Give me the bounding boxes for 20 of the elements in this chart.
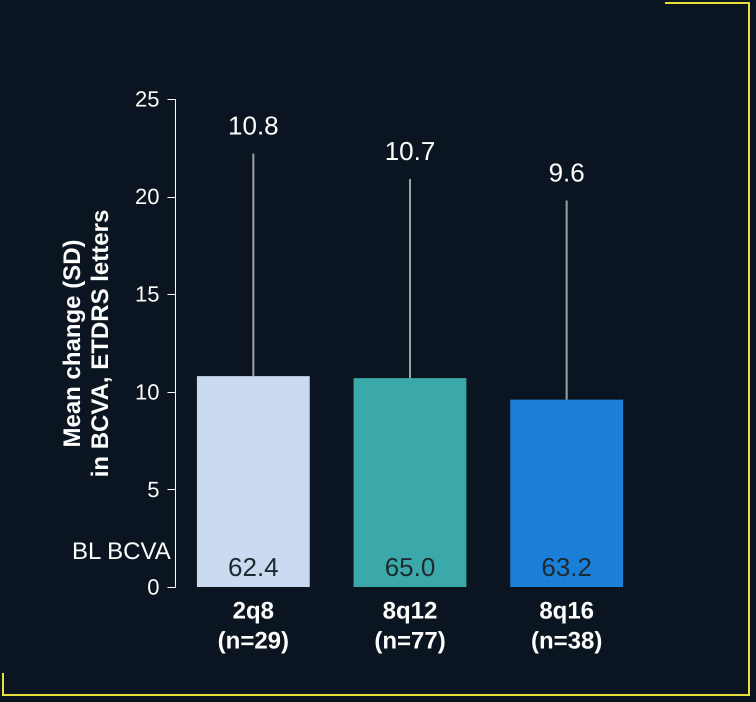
y-tick-label: 20 xyxy=(135,184,160,210)
annotation: 65.0 xyxy=(384,552,436,582)
bar xyxy=(510,400,624,587)
y-tick-label: 5 xyxy=(147,476,160,502)
annotation: 10.8 xyxy=(228,110,279,141)
x-tick-label: 8q12 (n=77) xyxy=(374,598,446,654)
bar xyxy=(354,378,466,587)
annotation: 10.7 xyxy=(384,136,436,166)
y-tick-label: 15 xyxy=(135,282,160,307)
y-tick-label: 25 xyxy=(135,86,160,112)
x-tick-label: 2q8 (n=29) xyxy=(218,598,290,654)
annotation: 63.2 xyxy=(541,552,592,582)
x-tick-label: 8q16 (n=38) xyxy=(530,598,602,654)
row-caption: BL BCVA xyxy=(72,538,171,566)
y-tick-label: 10 xyxy=(135,379,160,404)
bar xyxy=(196,376,310,587)
annotation: 9.6 xyxy=(548,158,585,188)
y-axis-title: Mean change (SD) in BCVA, ETDRS letters xyxy=(59,210,114,478)
annotation: 62.4 xyxy=(228,552,279,582)
y-tick-label: 0 xyxy=(147,574,160,600)
